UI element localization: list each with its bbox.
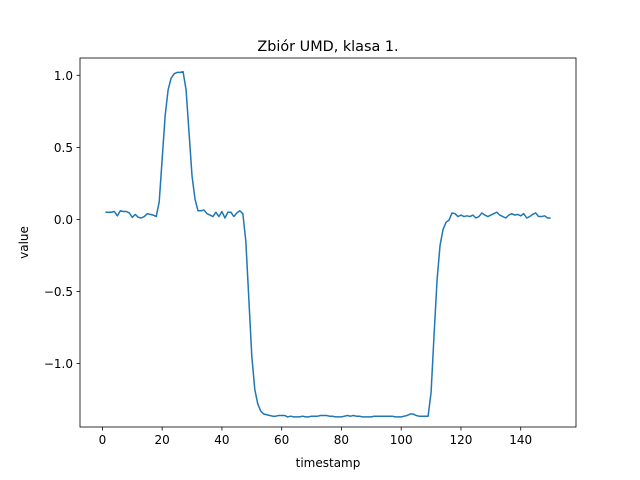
x-tick-label: 40 <box>214 433 229 447</box>
x-tick-label: 0 <box>99 433 107 447</box>
ticks-layer: 0 20 40 60 80 100 120 140 −1.0 −0.5 0.0 0.5 1.0 <box>44 69 532 447</box>
y-tick-label: 0.5 <box>54 141 73 155</box>
chart-title: Zbiór UMD, klasa 1. <box>257 39 398 55</box>
series-line <box>105 70 551 418</box>
y-tick-label: −1.0 <box>44 357 73 371</box>
y-tick-label: 0.0 <box>54 213 73 227</box>
y-axis-label: value <box>17 226 31 259</box>
x-tick-label: 20 <box>155 433 170 447</box>
y-tick-label: −0.5 <box>44 285 73 299</box>
x-tick-label: 100 <box>390 433 413 447</box>
x-tick-label: 80 <box>334 433 349 447</box>
y-tick-label: 1.0 <box>54 69 73 83</box>
x-tick-label: 140 <box>509 433 532 447</box>
x-axis-label: timestamp <box>296 456 361 470</box>
plot-frame <box>79 57 577 428</box>
x-tick-label: 60 <box>274 433 289 447</box>
x-tick-label: 120 <box>450 433 473 447</box>
